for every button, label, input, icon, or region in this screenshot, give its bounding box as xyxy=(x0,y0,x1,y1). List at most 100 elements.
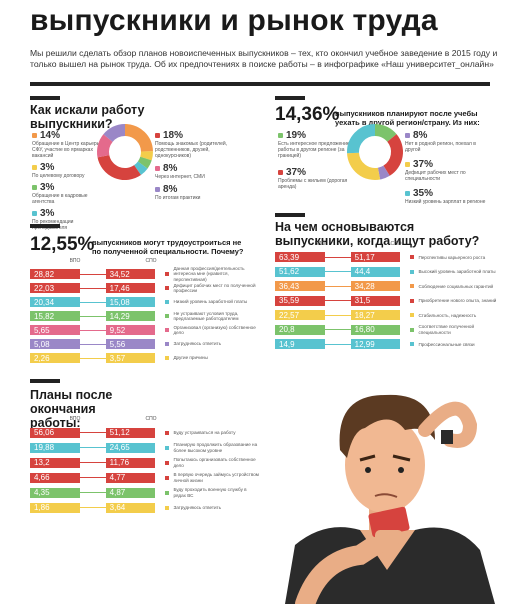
donut-slice xyxy=(133,161,148,176)
value-vpo: 2,26 xyxy=(30,353,80,363)
row-label-text: Данная профессия/деятельность интересна … xyxy=(173,265,245,282)
legend-percent-text: 3% xyxy=(40,182,55,193)
search-donut-chart xyxy=(97,124,153,180)
connector-line xyxy=(79,287,106,289)
row-color-swatch xyxy=(165,475,170,480)
value-spo: 31,5 xyxy=(350,295,401,306)
legend-percent-text: 8% xyxy=(163,163,178,174)
value-spo: 51,12 xyxy=(105,427,156,438)
row-color-swatch xyxy=(410,298,415,303)
row-color-swatch xyxy=(165,328,170,332)
value-vpo: 20,34 xyxy=(30,297,80,307)
row-color-swatch xyxy=(165,286,170,290)
row-color-swatch xyxy=(165,505,170,510)
row-label: Соблюдение социальных гарантий xyxy=(410,284,505,290)
legend-percent-text: 18% xyxy=(163,130,184,141)
value-spo: 34,28 xyxy=(350,281,401,292)
legend-percent-text: 3% xyxy=(40,208,55,219)
row-label-text: Буду проходить военную службу в рядах ВС xyxy=(173,487,247,498)
legend-color-swatch xyxy=(405,133,410,138)
legend-color-swatch xyxy=(155,133,160,138)
donut-slice xyxy=(97,134,113,158)
connector-line xyxy=(324,343,351,345)
donut-slice xyxy=(377,165,390,180)
student-with-phone-illustration xyxy=(285,394,495,604)
row-color-swatch xyxy=(410,327,415,332)
column-header-spo: СПО xyxy=(145,416,157,422)
move-list-right: 8% Нет в родной регион, поехал в другой 37… xyxy=(405,130,490,211)
value-spo: 16,80 xyxy=(350,324,401,335)
row-color-swatch xyxy=(165,490,170,495)
row-label: Низкий уровень заработной платы xyxy=(165,299,260,305)
divider-search xyxy=(30,96,60,100)
value-vpo: 22,57 xyxy=(275,310,325,321)
column-header-vpo: ВПО xyxy=(69,416,81,422)
move-big-percent: 14,36% xyxy=(275,104,340,125)
legend-description: Дефицит рабочих мест по специальности xyxy=(405,170,466,182)
row-label-text: Перспективы карьерного роста xyxy=(418,254,486,260)
row-label: Буду проходить военную службу в рядах ВС xyxy=(165,487,260,498)
legend-item: 18% Помощь знакомых (родителей, родственн… xyxy=(155,130,245,159)
value-spo: 44,4 xyxy=(350,266,401,277)
legend-description: Помощь знакомых (родителей, родственнико… xyxy=(155,141,228,159)
connector-line xyxy=(79,343,106,345)
legend-description: По целевому договору xyxy=(32,173,85,179)
value-vpo: 5,08 xyxy=(30,339,80,349)
table-row: 22,57 18,27 Стабильность, надежность xyxy=(275,308,505,323)
legend-percent-text: 19% xyxy=(286,130,307,141)
donut-slice xyxy=(137,156,152,169)
move-list-left: 19% Есть интересное предложение работы в … xyxy=(278,130,353,198)
legend-percent: 8% xyxy=(155,163,245,174)
row-label-text: Стабильность, надежность xyxy=(418,312,477,318)
row-label-text: Планирую продолжить образование на более… xyxy=(173,442,258,453)
search-heading: Как искали работу выпускники? xyxy=(30,103,145,131)
connector-line xyxy=(79,357,106,359)
row-label: Не устраивают условия труда, предлагаемы… xyxy=(165,311,260,322)
row-label-text: Профессиональные связи xyxy=(418,341,475,347)
value-vpo: 56,06 xyxy=(30,427,80,438)
row-color-swatch xyxy=(410,342,415,347)
value-spo: 5,56 xyxy=(105,339,156,349)
legend-percent: 18% xyxy=(155,130,245,141)
legend-color-swatch xyxy=(278,170,283,175)
nonspec-table: ВПО СПО 28,82 34,52 Данная профессия/деятель… xyxy=(30,258,260,365)
row-color-swatch xyxy=(165,430,170,435)
value-spo: 51,17 xyxy=(350,252,401,263)
legend-item: 8% По итогам практики xyxy=(155,184,245,201)
row-label: Планирую продолжить образование на более… xyxy=(165,442,260,453)
legend-color-swatch xyxy=(278,133,283,138)
connector-line xyxy=(324,314,351,316)
legend-percent: 37% xyxy=(278,167,353,178)
divider-move xyxy=(275,96,305,100)
connector-line xyxy=(324,285,351,287)
value-spo: 14,29 xyxy=(105,311,156,321)
connector-line xyxy=(79,492,106,493)
value-spo: 4,87 xyxy=(105,487,156,498)
table-row: 5,08 5,56 Затрудняюсь ответить xyxy=(30,337,260,351)
legend-percent-text: 8% xyxy=(413,130,428,141)
value-vpo: 20,8 xyxy=(275,324,325,335)
row-label-text: Соблюдение социальных гарантий xyxy=(418,283,494,289)
value-spo: 18,27 xyxy=(350,310,401,321)
intro-text: Мы решили сделать обзор планов новоиспеч… xyxy=(30,48,498,69)
table-row: 22,03 17,46 Дефицит рабочих мест по получе… xyxy=(30,281,260,295)
table-header: ВПО СПО xyxy=(50,416,260,425)
table-row: 5,65 9,52 Организовал (организую) собствен… xyxy=(30,323,260,337)
row-color-swatch xyxy=(165,445,170,450)
row-label-text: Низкий уровень заработной платы xyxy=(173,299,248,305)
row-color-swatch xyxy=(165,300,170,304)
legend-item: 19% Есть интересное предложение работы в … xyxy=(278,130,353,159)
legend-percent: 8% xyxy=(155,184,245,195)
donut-slice xyxy=(140,151,153,161)
value-vpo: 22,03 xyxy=(30,283,80,293)
table-row: 28,82 34,52 Данная профессия/деятельность … xyxy=(30,265,260,282)
value-spo: 12,99 xyxy=(350,339,401,350)
value-vpo: 5,65 xyxy=(30,325,80,335)
legend-description: По итогам практики xyxy=(155,195,201,201)
legend-percent-text: 14% xyxy=(40,130,61,141)
row-color-swatch xyxy=(410,313,415,318)
donut-slice xyxy=(103,124,126,143)
row-color-swatch xyxy=(410,269,415,274)
connector-line xyxy=(324,329,351,331)
donut-slice xyxy=(124,124,153,153)
